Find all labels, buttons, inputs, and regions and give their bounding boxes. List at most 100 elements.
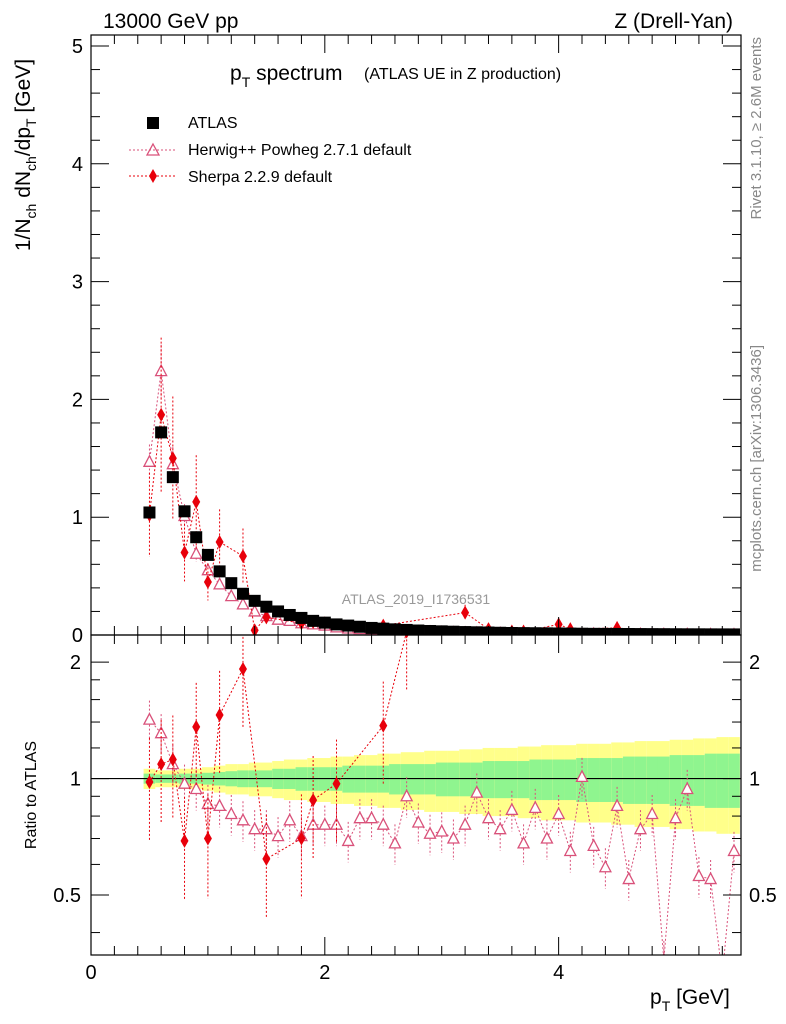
- y-tick-label: 3: [72, 272, 83, 294]
- band-inner: [447, 762, 460, 797]
- atlas-point: [330, 618, 343, 631]
- sherpa-ratio-point: [168, 752, 177, 767]
- header-left: 13000 GeV pp: [103, 10, 238, 33]
- herwig-ratio-point: [248, 821, 262, 835]
- sherpa-ratio-point: [297, 831, 306, 846]
- x-tick-label: 2: [319, 962, 330, 984]
- ratio-frame: [90, 634, 742, 956]
- herwig-ratio-point: [271, 828, 285, 842]
- legend: ATLAS Herwig++ Powheg 2.7.1 default Sher…: [129, 115, 412, 186]
- sherpa-ratio-point: [332, 776, 341, 791]
- axis-ticks: 0 1 2 3 4 5 0 2 4 0.5 0.5 1 1 2 2: [53, 35, 777, 984]
- atlas-point: [657, 628, 670, 635]
- atlas-point: [400, 623, 413, 635]
- band-inner: [704, 753, 717, 808]
- atlas-point: [377, 622, 390, 635]
- sherpa-point: [262, 610, 271, 625]
- band-inner: [599, 758, 612, 802]
- herwig-ratio-point: [516, 835, 531, 849]
- atlas-point: [236, 587, 249, 600]
- y-tick-label: 2: [72, 389, 83, 411]
- herwig-ratio-point: [189, 781, 203, 795]
- band-inner: [622, 756, 635, 804]
- y-tick-label: 4: [72, 154, 83, 176]
- band-inner: [634, 756, 647, 804]
- atlas-point: [494, 626, 507, 635]
- herwig-ratio-point: [680, 781, 694, 795]
- herwig-ratio-point: [376, 817, 390, 830]
- atlas-point: [272, 605, 285, 618]
- x-tick-label: 0: [85, 962, 96, 984]
- legend-label-herwig: Herwig++ Powheg 2.7.1 default: [188, 142, 412, 159]
- atlas-point: [213, 565, 226, 578]
- herwig-ratio-point: [668, 810, 683, 824]
- herwig-ratio-point: [645, 806, 659, 820]
- herwig-ratio-point: [283, 812, 297, 826]
- atlas-point: [470, 626, 483, 635]
- band-inner: [494, 761, 507, 799]
- sherpa-ratio-point: [192, 719, 201, 734]
- herwig-ratio-point: [435, 824, 449, 837]
- herwig-ratio-point: [365, 810, 379, 824]
- band-inner: [669, 755, 682, 806]
- sherpa-ratio-point: [238, 661, 247, 676]
- herwig-ratio-point: [236, 812, 250, 826]
- chart-title: pT spectrum: [230, 62, 342, 90]
- band-inner: [564, 759, 577, 801]
- band-inner: [646, 756, 658, 804]
- atlas-point: [634, 628, 647, 635]
- sherpa-ratio-line: [149, 635, 407, 860]
- herwig-point: [224, 588, 238, 602]
- ratio-y-tick-label: 1: [70, 769, 81, 791]
- herwig-point: [142, 454, 157, 467]
- herwig-ratio-point: [470, 785, 484, 798]
- herwig-ratio-point: [622, 871, 636, 885]
- sherpa-point: [238, 549, 247, 564]
- sherpa-ratio-point: [379, 718, 388, 733]
- herwig-ratio-point: [704, 871, 718, 885]
- sherpa-point: [461, 605, 470, 620]
- analysis-label: ATLAS_2019_I1736531: [342, 591, 491, 607]
- atlas-point: [143, 506, 156, 519]
- atlas-point: [447, 625, 460, 635]
- herwig-point: [213, 576, 227, 590]
- band-inner: [424, 764, 436, 795]
- legend-label-sherpa: Sherpa 2.2.9 default: [188, 169, 333, 186]
- atlas-point: [727, 628, 740, 635]
- atlas-point: [307, 614, 320, 627]
- atlas-point: [353, 620, 366, 633]
- herwig-ratio-point: [400, 788, 414, 802]
- sherpa-point: [180, 545, 189, 560]
- atlas-point: [225, 577, 238, 590]
- herwig-ratio-point: [598, 859, 612, 873]
- band-inner: [681, 755, 694, 806]
- legend-marker-herwig: [145, 142, 161, 156]
- atlas-point: [155, 426, 168, 439]
- sherpa-ratio-point: [145, 774, 154, 789]
- legend-marker-sherpa: [149, 169, 157, 183]
- herwig-ratio-point: [563, 843, 577, 857]
- ratio-bands: [143, 737, 740, 834]
- atlas-point: [178, 505, 191, 518]
- herwig-ratio-point: [493, 821, 507, 835]
- band-inner: [400, 764, 413, 795]
- ratio-y-tick-label-right: 2: [749, 652, 760, 674]
- atlas-point: [260, 600, 273, 613]
- band-inner: [693, 755, 705, 806]
- atlas-point: [587, 627, 600, 635]
- herwig-ratio-point: [353, 810, 367, 824]
- atlas-point: [611, 627, 624, 635]
- band-inner: [587, 758, 600, 802]
- ratio-y-tick-label-right: 0.5: [749, 885, 777, 907]
- band-inner: [482, 761, 495, 799]
- herwig-point: [248, 604, 262, 617]
- y-axis-label-ratio: Ratio to ATLAS: [23, 741, 40, 849]
- atlas-point: [295, 611, 308, 624]
- herwig-ratio-point: [717, 969, 728, 980]
- sherpa-point: [203, 574, 212, 589]
- ratio-y-tick-label-right: 1: [749, 769, 760, 791]
- x-tick-label: 4: [553, 962, 564, 984]
- band-inner: [552, 759, 565, 801]
- x-axis-label: pT [GeV]: [650, 986, 730, 1014]
